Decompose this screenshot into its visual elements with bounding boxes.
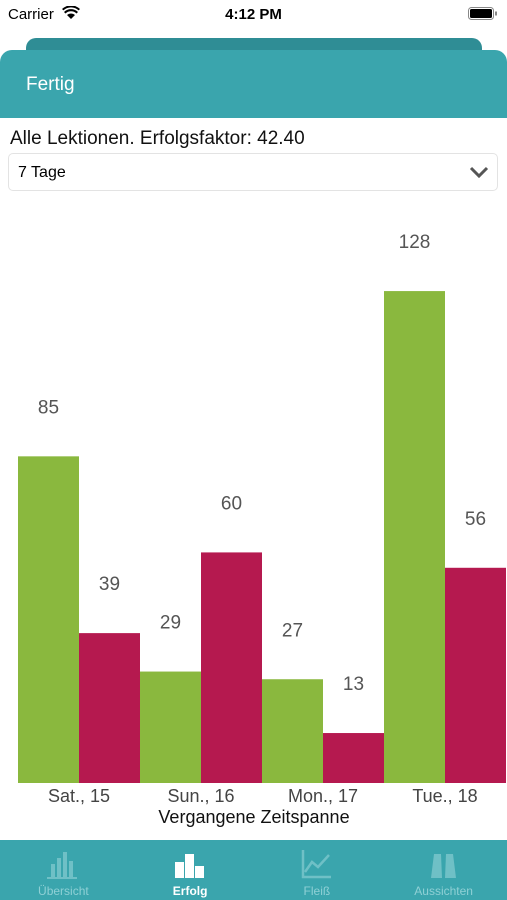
tab-bar: Übersicht Erfolg Fleiß Aussichten <box>0 840 507 900</box>
x-axis-label: Vergangene Zeitspanne <box>158 807 349 827</box>
data-label: 60 <box>221 493 242 514</box>
bar <box>140 671 201 783</box>
battery-icon <box>468 7 497 20</box>
data-label: 56 <box>465 509 486 530</box>
tab-label: Erfolg <box>172 884 208 898</box>
data-label: 128 <box>399 232 431 253</box>
data-label: 85 <box>38 397 59 418</box>
tab-label: Übersicht <box>38 884 89 898</box>
status-bar: Carrier 4:12 PM <box>0 0 507 30</box>
bar <box>201 552 262 783</box>
chevron <box>469 166 489 179</box>
summary: Alle Lektionen. Erfolgsfaktor: 42.40 <box>10 128 305 149</box>
tab-icon <box>47 852 78 879</box>
header: Fertig <box>0 50 507 118</box>
data-label: 27 <box>282 620 303 641</box>
tab-label: Aussichten <box>414 884 473 898</box>
x-tick-label: Tue., 18 <box>412 786 477 806</box>
bar <box>18 456 79 783</box>
bar <box>323 733 384 783</box>
tab-label: Fleiß <box>303 884 331 898</box>
dropdown-value: 7 Tage <box>18 164 66 181</box>
carrier: Carrier <box>8 6 54 23</box>
range-dropdown[interactable]: 7 Tage <box>8 153 498 191</box>
data-label: 39 <box>99 574 120 595</box>
x-tick-label: Sat., 15 <box>48 786 110 806</box>
tab[interactable]: Übersicht <box>0 840 127 900</box>
x-tick-label: Mon., 17 <box>288 786 358 806</box>
x-tick-label: Sun., 16 <box>167 786 234 806</box>
done-button[interactable]: Fertig <box>26 74 75 95</box>
tab-icon <box>430 854 456 878</box>
bar <box>79 633 140 783</box>
chart: Vergangene Zeitspanne Sat., 15 85 39 Sun., … <box>18 232 506 827</box>
tab[interactable]: Fleiß <box>254 840 381 900</box>
tab-icon <box>175 854 205 878</box>
data-label: 29 <box>160 613 181 634</box>
bar <box>384 291 445 783</box>
wifi-icon <box>62 6 80 19</box>
tab[interactable]: Erfolg <box>127 840 254 900</box>
bar <box>262 679 323 783</box>
tab-icon <box>301 850 331 879</box>
bar <box>445 567 506 783</box>
data-label: 13 <box>343 674 364 695</box>
tab[interactable]: Aussichten <box>380 840 507 900</box>
clock: 4:12 PM <box>225 6 282 23</box>
